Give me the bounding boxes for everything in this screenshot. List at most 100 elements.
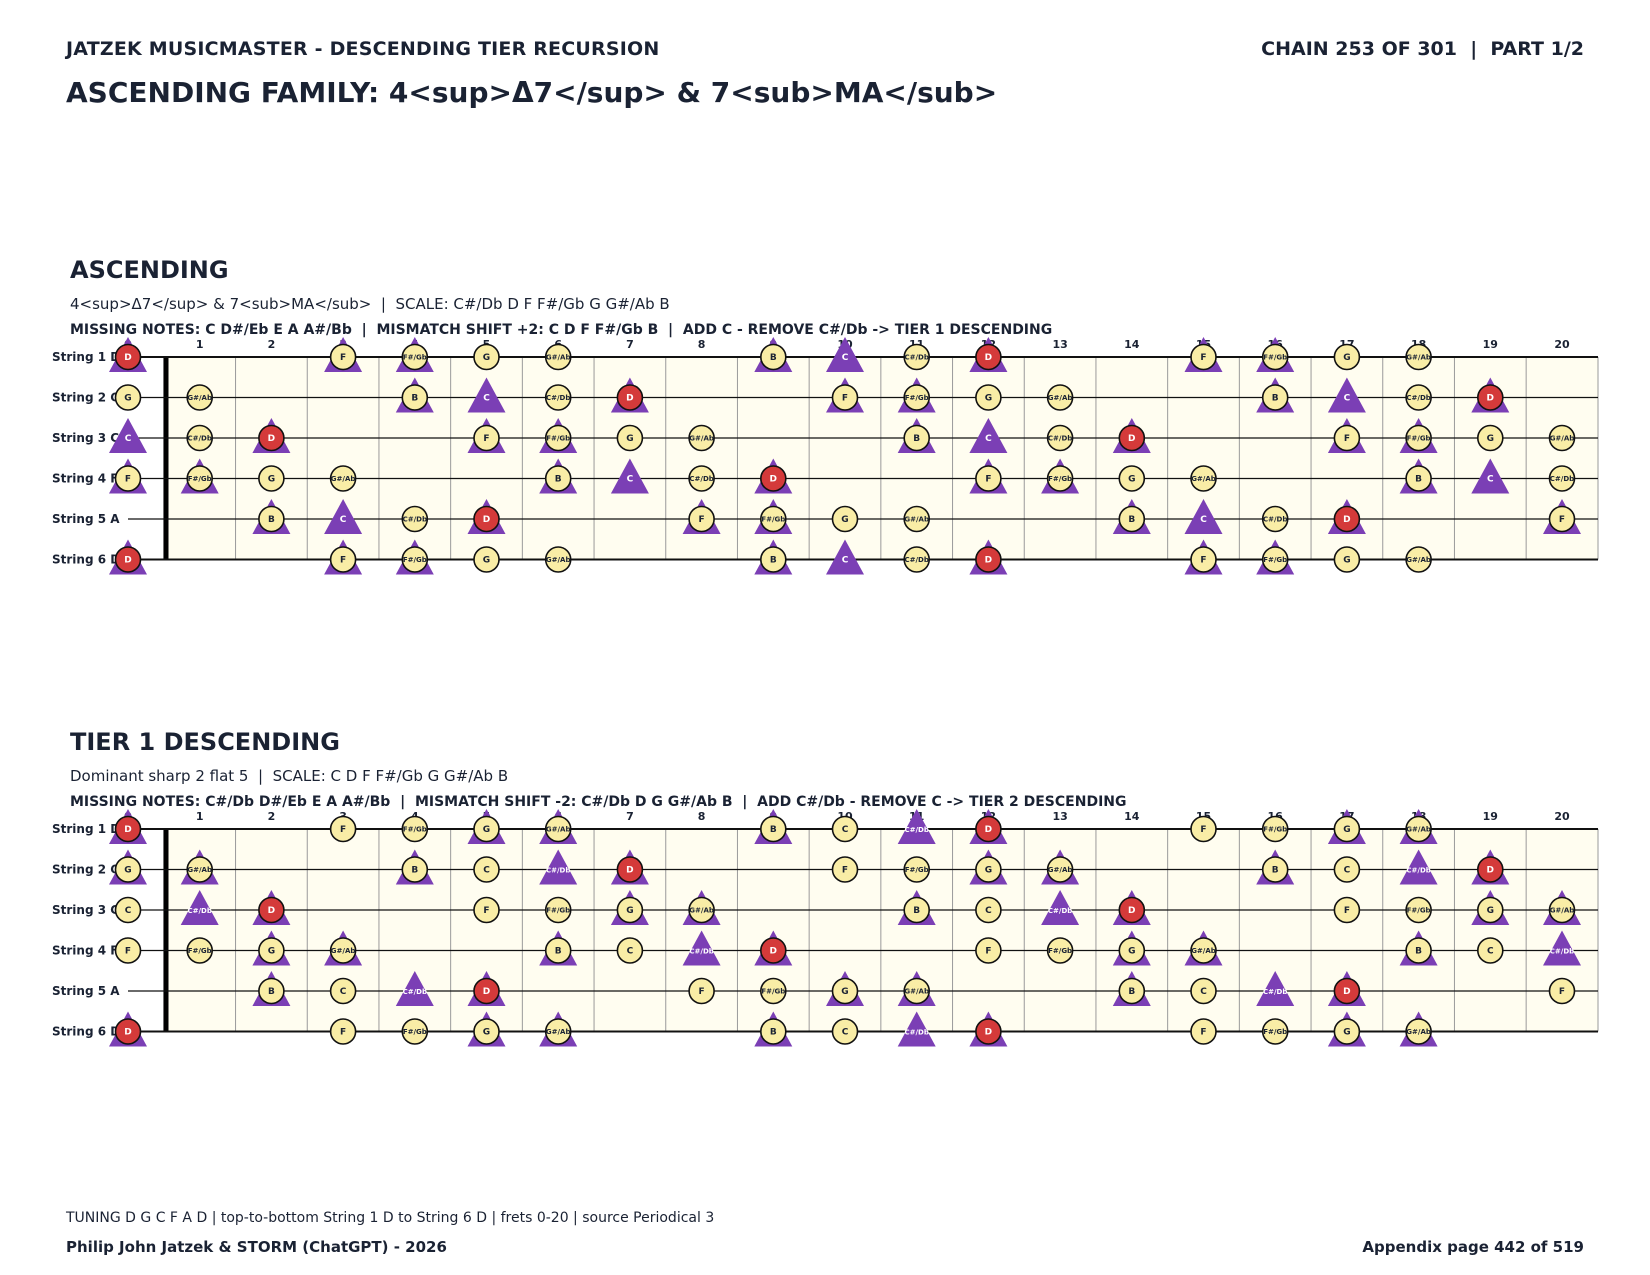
triangle-marker bbox=[1399, 849, 1438, 885]
note-label: C bbox=[483, 866, 490, 876]
note-marker: D bbox=[969, 1011, 1008, 1047]
note-circle bbox=[831, 856, 859, 883]
note-marker: G bbox=[616, 424, 644, 452]
note-label: G#/Ab bbox=[1406, 354, 1431, 362]
note-circle bbox=[1548, 424, 1576, 452]
note-label: F#/Gb bbox=[1048, 947, 1072, 955]
note-marker: F#/Gb bbox=[759, 977, 787, 1005]
string-label: String 4 F bbox=[52, 944, 118, 958]
note-circle bbox=[258, 465, 285, 492]
note-label: F bbox=[340, 556, 346, 566]
note-circle bbox=[1261, 505, 1289, 533]
note-circle bbox=[1118, 505, 1146, 533]
note-circle bbox=[1333, 815, 1361, 843]
note-label: C#/Db bbox=[1048, 435, 1072, 443]
note-label: F bbox=[1200, 353, 1206, 363]
note-marker: G bbox=[252, 930, 291, 966]
note-marker: G#/Ab bbox=[1046, 384, 1074, 411]
triangle-marker bbox=[467, 377, 506, 413]
note-marker: C#/Db bbox=[1405, 384, 1432, 411]
note-circle bbox=[1333, 424, 1361, 452]
note-marker: F#/Gb bbox=[395, 337, 434, 372]
note-circle bbox=[1333, 546, 1361, 573]
note-marker: F#/Gb bbox=[544, 896, 572, 924]
root-note-circle bbox=[975, 343, 1002, 371]
note-label: G#/Ab bbox=[546, 1028, 571, 1036]
triangle-marker bbox=[1471, 458, 1510, 494]
note-label: B bbox=[555, 475, 562, 485]
note-marker: C bbox=[109, 418, 147, 453]
triangle-marker bbox=[826, 337, 864, 372]
note-marker: C#/Db bbox=[395, 971, 434, 1006]
note-label: F bbox=[1559, 987, 1565, 997]
note-circle bbox=[544, 384, 572, 411]
note-circle bbox=[1477, 896, 1504, 924]
string-label: String 4 F bbox=[52, 472, 118, 486]
note-marker: F bbox=[1190, 1018, 1217, 1045]
note-marker: C#/Db bbox=[539, 849, 578, 885]
note-label: G bbox=[483, 353, 490, 363]
triangle-marker bbox=[682, 930, 721, 966]
note-label: G bbox=[1487, 434, 1494, 444]
note-label: C#/Db bbox=[1550, 475, 1574, 483]
note-marker: C bbox=[831, 815, 859, 843]
note-circle bbox=[1046, 937, 1074, 964]
note-marker: G#/Ab bbox=[539, 809, 578, 844]
note-label: G#/Ab bbox=[187, 394, 212, 402]
note-marker: D bbox=[969, 809, 1008, 844]
note-circle bbox=[1190, 977, 1217, 1005]
note-marker: C bbox=[975, 896, 1002, 924]
note-label: C#/Db bbox=[546, 867, 570, 875]
note-circle bbox=[329, 1018, 357, 1045]
note-marker: G bbox=[109, 849, 147, 885]
note-marker: C bbox=[467, 377, 506, 413]
note-label: C#/Db bbox=[905, 556, 929, 564]
note-marker: F#/Gb bbox=[1261, 815, 1289, 843]
triangle-marker bbox=[1184, 499, 1223, 534]
note-label: D bbox=[626, 394, 633, 404]
note-label: G bbox=[124, 866, 131, 876]
note-label: G bbox=[841, 987, 848, 997]
note-label: G#/Ab bbox=[1406, 556, 1431, 564]
note-label: F#/Gb bbox=[1407, 435, 1431, 443]
note-label: C bbox=[125, 434, 132, 444]
note-label: B bbox=[1415, 947, 1422, 957]
note-label: D bbox=[1487, 866, 1494, 876]
note-label: D bbox=[124, 825, 131, 835]
note-marker: G bbox=[1333, 546, 1361, 573]
note-circle bbox=[329, 343, 357, 371]
note-circle bbox=[1261, 343, 1289, 371]
note-label: F#/Gb bbox=[1263, 354, 1287, 362]
note-circle bbox=[186, 465, 213, 492]
note-marker: F#/Gb bbox=[754, 499, 793, 534]
note-label: F bbox=[340, 1028, 346, 1038]
note-label: G bbox=[1343, 825, 1350, 835]
note-label: F#/Gb bbox=[403, 1028, 427, 1036]
note-marker: D bbox=[109, 539, 147, 575]
note-circle bbox=[544, 896, 572, 924]
note-marker: D bbox=[109, 1011, 147, 1047]
note-marker: F bbox=[1548, 977, 1576, 1005]
root-note-circle bbox=[114, 546, 142, 573]
note-circle bbox=[544, 1018, 572, 1045]
note-label: G bbox=[1343, 1028, 1350, 1038]
note-marker: B bbox=[754, 809, 793, 844]
note-marker: G bbox=[258, 465, 285, 492]
note-marker: G#/Ab bbox=[186, 384, 213, 411]
note-label: G#/Ab bbox=[1550, 907, 1575, 915]
note-marker: F bbox=[969, 458, 1008, 494]
note-label: C#/Db bbox=[689, 475, 713, 483]
note-marker: C#/Db bbox=[1261, 505, 1289, 533]
note-circle bbox=[186, 424, 213, 452]
note-marker: G#/Ab bbox=[1190, 465, 1217, 492]
note-marker: F#/Gb bbox=[1261, 1018, 1289, 1045]
note-marker: F#/Gb bbox=[180, 458, 219, 494]
note-marker: F#/Gb bbox=[395, 539, 434, 575]
note-label: F#/Gb bbox=[403, 826, 427, 834]
string-label: String 2 G bbox=[52, 863, 120, 877]
note-label: D bbox=[770, 475, 777, 485]
note-circle bbox=[401, 546, 429, 573]
note-label: C bbox=[985, 434, 992, 444]
note-circle bbox=[688, 977, 715, 1005]
note-marker: D bbox=[467, 971, 506, 1006]
